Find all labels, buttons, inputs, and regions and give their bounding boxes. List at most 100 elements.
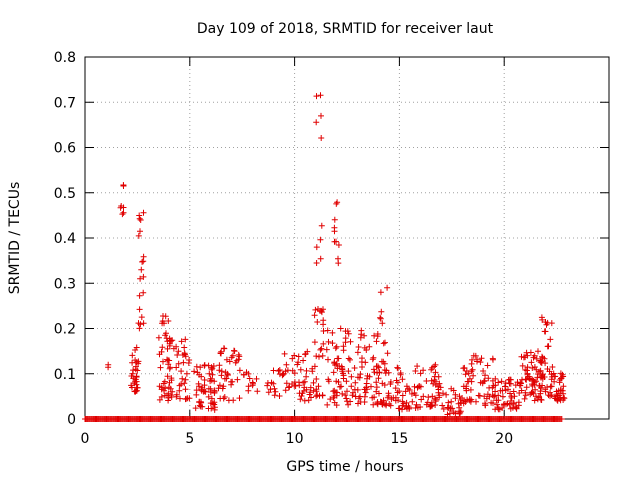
data-point <box>333 378 340 385</box>
data-point <box>414 404 421 411</box>
data-point <box>409 398 416 405</box>
data-point <box>318 135 325 141</box>
data-point <box>303 386 310 393</box>
y-tick-label: 0.5 <box>54 186 76 202</box>
data-point <box>533 355 540 362</box>
data-point <box>403 399 410 406</box>
data-point <box>395 365 401 372</box>
data-point <box>120 183 127 189</box>
data-point <box>370 354 377 361</box>
data-point <box>311 339 318 346</box>
data-point <box>526 375 533 382</box>
data-point <box>199 403 206 410</box>
data-point <box>357 371 364 378</box>
data-point <box>490 356 496 363</box>
data-point <box>330 388 337 395</box>
data-point <box>128 382 135 389</box>
data-point <box>133 387 140 394</box>
data-point <box>155 334 162 341</box>
data-point <box>456 393 463 400</box>
data-point <box>135 360 142 367</box>
data-point <box>335 242 342 248</box>
data-point <box>158 384 165 391</box>
data-point <box>317 236 324 243</box>
data-point <box>140 273 147 280</box>
data-point <box>549 364 556 370</box>
data-point <box>399 392 406 399</box>
data-point <box>178 338 185 345</box>
data-point <box>137 217 144 223</box>
data-point <box>318 112 324 119</box>
data-point <box>182 353 189 360</box>
data-point <box>301 397 308 404</box>
data-point <box>207 389 214 396</box>
data-point <box>218 368 225 375</box>
data-point <box>208 377 215 384</box>
data-point <box>192 405 199 412</box>
data-point <box>502 380 509 386</box>
data-point <box>137 321 144 328</box>
data-point <box>492 375 499 382</box>
data-point <box>283 380 290 387</box>
data-point <box>276 393 283 399</box>
data-point <box>275 368 282 374</box>
data-point <box>175 360 182 367</box>
data-point <box>297 366 304 373</box>
data-point <box>423 401 430 408</box>
x-tick-label: 10 <box>286 431 304 447</box>
data-point <box>133 373 140 380</box>
data-point <box>333 402 340 409</box>
data-point <box>358 359 365 365</box>
data-point <box>524 364 531 371</box>
data-point <box>449 405 456 412</box>
data-point <box>515 399 522 406</box>
data-point <box>361 344 368 351</box>
data-point <box>327 396 334 403</box>
y-tick-label: 0.4 <box>54 231 76 247</box>
data-point <box>264 382 271 389</box>
data-point <box>518 387 525 394</box>
data-point <box>333 238 339 245</box>
data-point <box>334 355 341 362</box>
data-point <box>182 376 189 383</box>
data-point <box>417 370 424 377</box>
data-point <box>165 318 172 324</box>
data-point <box>236 367 243 374</box>
data-point <box>312 306 319 313</box>
data-point <box>531 397 538 404</box>
data-point <box>177 395 183 402</box>
data-point <box>325 338 332 345</box>
data-point <box>466 396 473 403</box>
data-point <box>528 359 535 366</box>
data-point <box>303 373 310 380</box>
data-point <box>129 359 136 366</box>
data-point <box>245 387 252 394</box>
data-point <box>235 356 242 363</box>
data-point <box>519 362 526 369</box>
data-point <box>137 275 144 282</box>
data-point <box>490 400 496 407</box>
data-point <box>283 361 290 368</box>
data-point <box>377 289 384 296</box>
data-point <box>324 327 331 334</box>
data-point <box>477 359 484 366</box>
data-point <box>313 119 320 126</box>
data-point <box>472 352 479 359</box>
data-point <box>362 389 369 396</box>
data-point <box>211 390 218 396</box>
data-point <box>529 389 536 396</box>
data-point <box>211 399 218 406</box>
data-point <box>291 379 298 386</box>
data-point <box>529 365 536 371</box>
data-point <box>506 401 513 408</box>
data-point <box>428 399 435 406</box>
data-point <box>304 348 311 355</box>
data-point <box>495 379 502 386</box>
data-point <box>281 350 288 357</box>
data-point <box>159 344 166 351</box>
data-point <box>132 388 139 395</box>
data-point <box>345 368 352 375</box>
data-point <box>467 386 474 393</box>
data-point <box>314 319 321 325</box>
